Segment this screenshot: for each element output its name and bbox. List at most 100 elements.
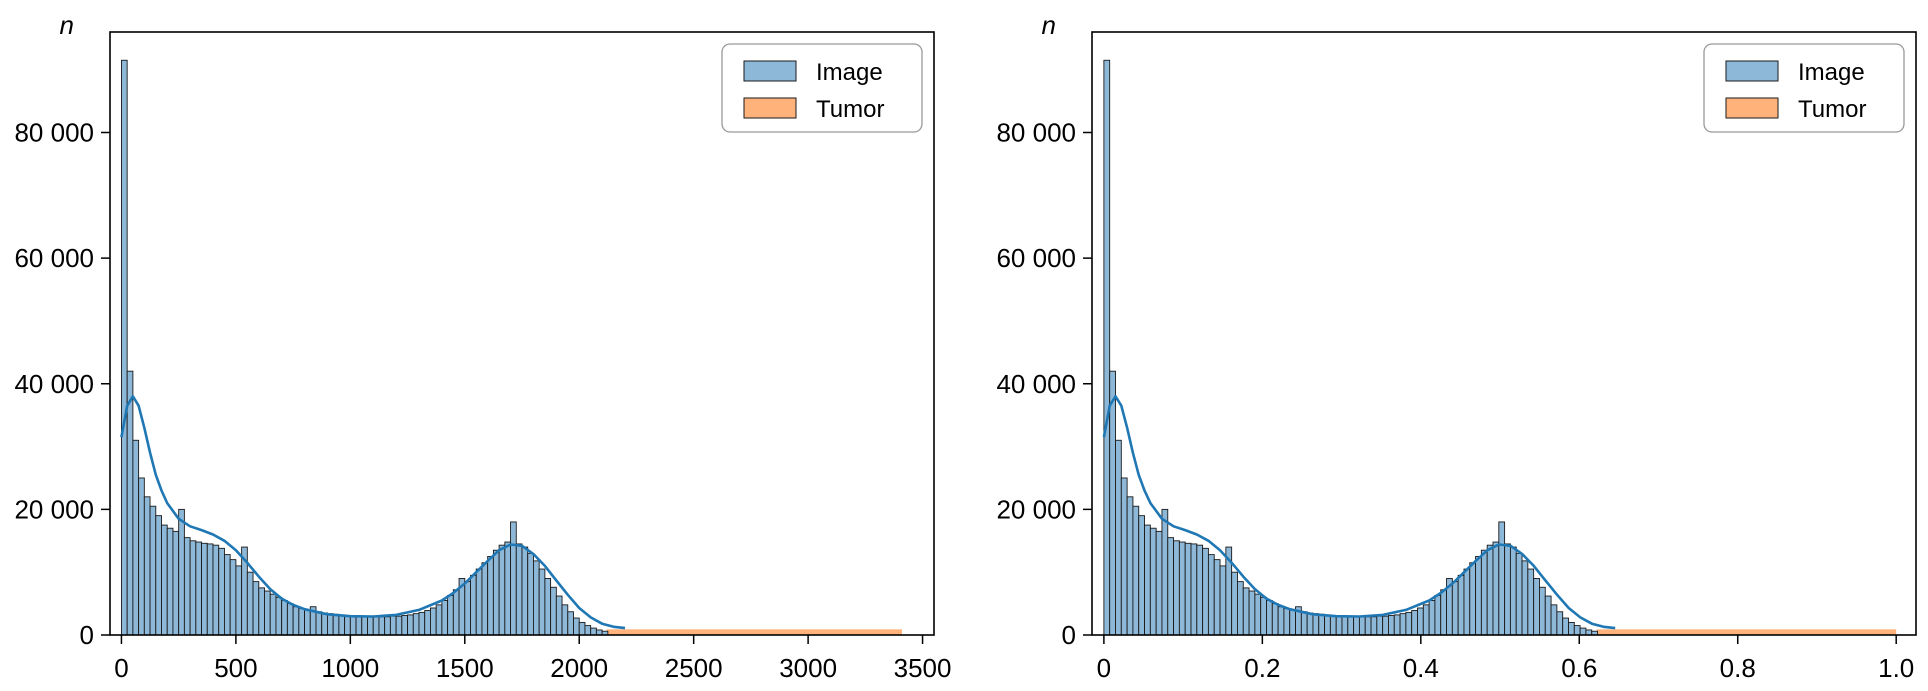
- y-tick-label: 0: [1062, 620, 1076, 650]
- histogram-bar: [1219, 565, 1227, 636]
- histogram-bar: [126, 370, 134, 636]
- x-tick-label: 1.0: [1878, 653, 1914, 683]
- legend-swatch-image: [743, 60, 797, 82]
- histogram-bar: [1434, 594, 1442, 636]
- plot-frame: [1091, 31, 1917, 636]
- histogram-bar: [344, 615, 351, 636]
- histogram-bar: [149, 505, 157, 636]
- y-tick-label: 60 000: [996, 243, 1076, 273]
- histogram-bar: [1550, 604, 1558, 636]
- histogram-bar: [189, 540, 197, 636]
- y-axis-label: n: [1042, 10, 1056, 40]
- histogram-bar: [464, 581, 471, 636]
- histogram-bar: [1498, 521, 1506, 636]
- legend-label-tumor: Tumor: [816, 96, 884, 123]
- histogram-bar: [235, 565, 243, 636]
- plot-frame: [109, 31, 935, 636]
- histogram-bar: [258, 587, 265, 636]
- histogram-bar: [372, 616, 380, 636]
- histogram-bar: [1271, 603, 1279, 636]
- histogram-bar: [355, 615, 363, 636]
- histogram-bar: [1190, 543, 1198, 636]
- histogram-bar: [561, 604, 569, 636]
- histogram-bar: [206, 543, 214, 636]
- histogram-bar: [1358, 616, 1366, 636]
- histogram-bar: [1504, 543, 1511, 636]
- histogram-bar: [275, 596, 283, 636]
- histogram-bar: [218, 547, 225, 636]
- histogram-bar: [1155, 530, 1163, 636]
- histogram-bar: [1120, 477, 1128, 636]
- histogram-bar: [1411, 610, 1418, 636]
- histogram-bar: [1138, 515, 1145, 636]
- histogram-bar: [166, 527, 174, 636]
- histogram-bar: [367, 616, 374, 636]
- legend: Image Tumor: [721, 43, 923, 133]
- histogram-bar: [1202, 547, 1209, 636]
- histogram-bar: [1457, 574, 1465, 636]
- histogram-bar: [1132, 505, 1140, 636]
- histogram-bar: [1109, 370, 1116, 636]
- histogram-bar: [1428, 600, 1436, 636]
- x-tick-label: 0: [1097, 653, 1111, 683]
- legend-label-tumor: Tumor: [1798, 96, 1866, 123]
- x-tick-label: 500: [214, 653, 257, 683]
- histogram-bar: [1417, 607, 1424, 636]
- legend-label-image: Image: [1798, 59, 1865, 86]
- histogram-bar: [326, 613, 334, 636]
- histogram-bar: [1492, 541, 1500, 636]
- histogram-bar: [492, 549, 500, 636]
- histogram-bar: [424, 610, 431, 636]
- histogram-bar: [538, 568, 546, 636]
- histogram-bar: [395, 615, 403, 636]
- histogram-bar: [441, 600, 449, 636]
- histogram-bar: [550, 586, 557, 636]
- histogram-bar: [1521, 560, 1529, 636]
- x-tick-label: 1000: [321, 653, 379, 683]
- histogram-bar: [1475, 556, 1482, 636]
- histogram-bar: [1364, 616, 1372, 636]
- histogram-bar: [567, 611, 574, 636]
- kde-curve: [1102, 395, 1616, 630]
- y-tick-label: 60 000: [14, 243, 94, 273]
- histogram-bar: [1144, 524, 1151, 636]
- histogram-bar: [1562, 617, 1569, 636]
- histogram-bar: [1509, 546, 1517, 636]
- histogram-bar: [498, 544, 506, 636]
- histogram-bar: [269, 593, 277, 636]
- histogram-bar: [281, 600, 288, 636]
- histogram-bar: [304, 609, 311, 636]
- histogram-bar: [1382, 615, 1389, 636]
- histogram-bar: [1126, 496, 1134, 636]
- legend-label-image: Image: [816, 59, 883, 86]
- x-tick-label: 3000: [779, 653, 837, 683]
- histogram-bar: [1306, 612, 1314, 636]
- histogram-bar: [132, 439, 140, 636]
- histogram-bar: [212, 544, 220, 636]
- x-tick-label: 0.8: [1720, 653, 1756, 683]
- histogram-bar: [1556, 611, 1564, 636]
- x-tick-label: 1500: [436, 653, 494, 683]
- histogram-bar: [1231, 571, 1238, 636]
- histogram-bar: [246, 571, 254, 636]
- histogram-bar: [120, 59, 128, 636]
- y-tick-label: 80 000: [996, 118, 1076, 148]
- histogram-bar: [418, 611, 426, 636]
- legend-swatch-tumor: [1725, 97, 1779, 119]
- histogram-bar: [487, 556, 494, 636]
- histogram-bar: [527, 552, 534, 636]
- histogram-bar: [1469, 562, 1477, 636]
- histogram-bar: [201, 542, 208, 636]
- histogram-bar: [1533, 578, 1540, 636]
- histogram-bar: [1173, 540, 1180, 636]
- legend-swatch-image: [1725, 60, 1779, 82]
- histogram-bar: [510, 521, 517, 636]
- histogram-bar: [1289, 609, 1296, 636]
- histogram-bar: [321, 612, 328, 636]
- histogram-bar: [338, 614, 346, 636]
- histogram-bar: [1463, 568, 1471, 636]
- histogram-bar: [161, 524, 168, 636]
- histogram-bar: [1300, 611, 1308, 636]
- histogram-bar: [178, 508, 185, 636]
- histogram-bar: [555, 595, 563, 636]
